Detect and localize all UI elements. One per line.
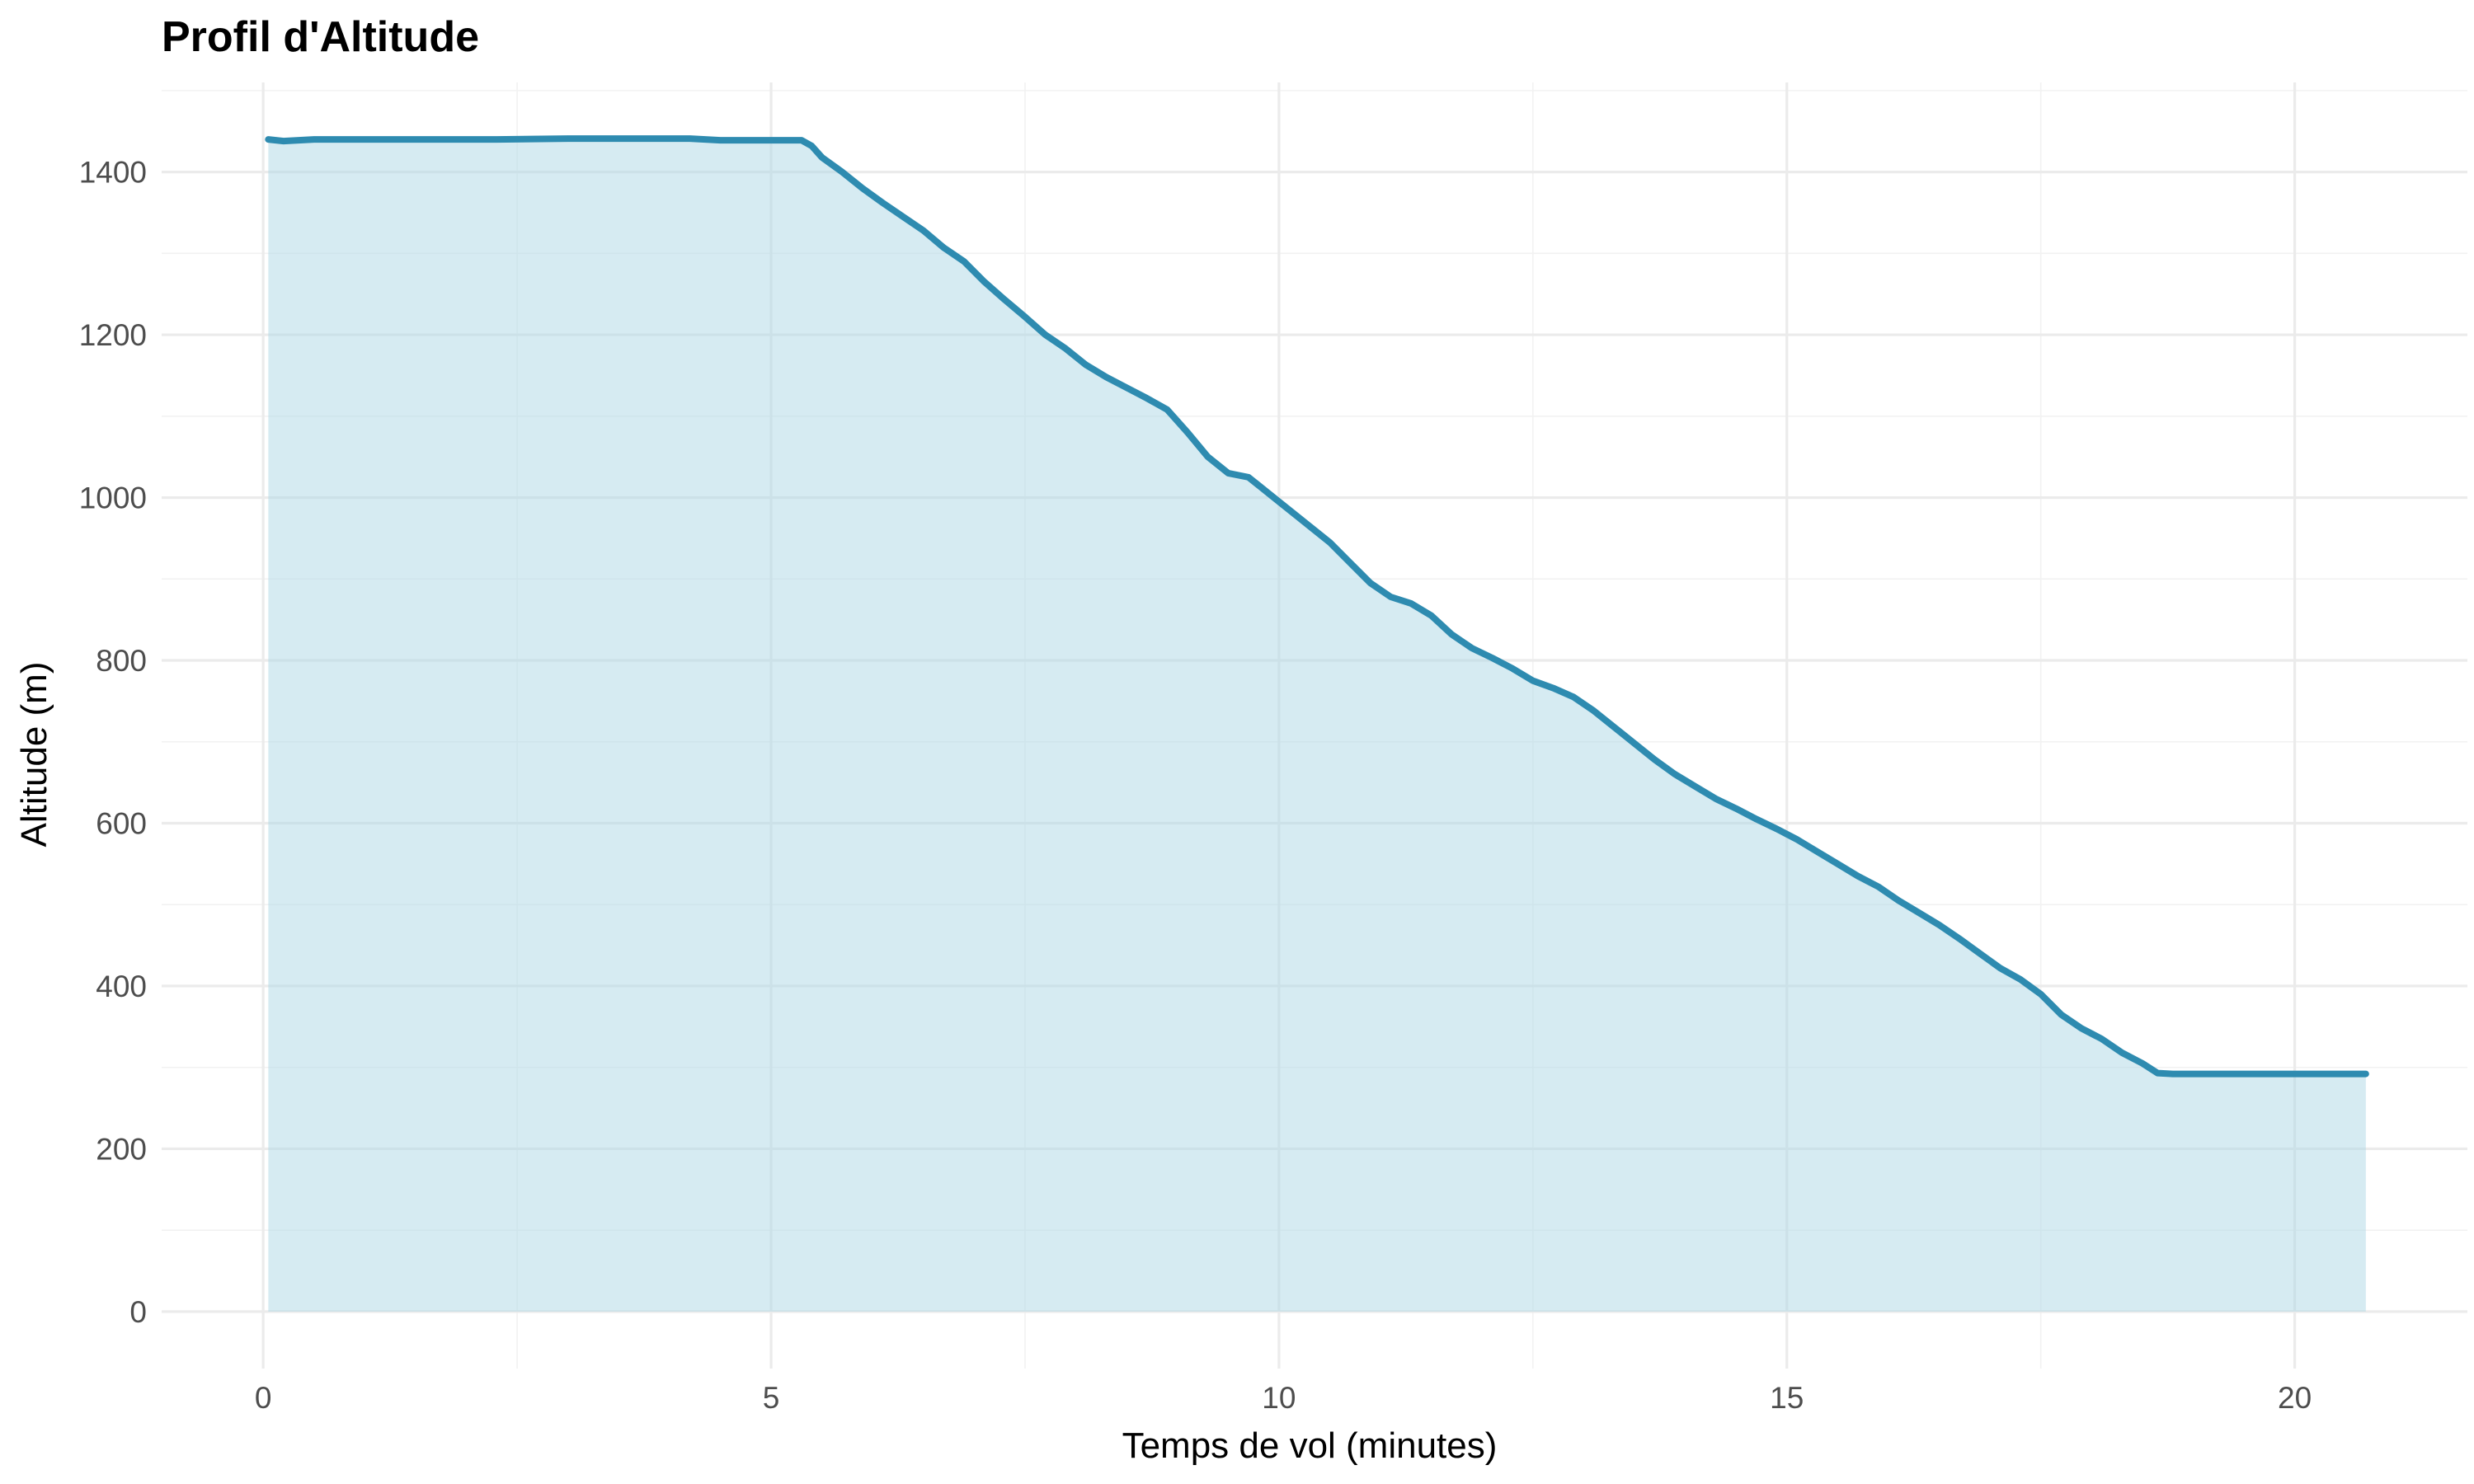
x-axis-tick-labels: 0 5 10 15 20 [255, 1381, 2312, 1415]
y-tick-label: 800 [96, 644, 147, 678]
y-tick-label: 1400 [79, 156, 147, 190]
x-tick-label: 10 [1262, 1381, 1296, 1415]
x-tick-label: 5 [763, 1381, 780, 1415]
y-tick-label: 1200 [79, 318, 147, 352]
x-tick-label: 0 [255, 1381, 272, 1415]
y-tick-label: 1000 [79, 481, 147, 515]
x-axis-title: Temps de vol (minutes) [1122, 1425, 1498, 1466]
altitude-line [265, 135, 2369, 1078]
y-tick-label: 600 [96, 806, 147, 840]
series-layer [265, 135, 2369, 1312]
y-tick-label: 0 [129, 1295, 147, 1329]
y-tick-label: 400 [96, 970, 147, 1003]
y-tick-label: 200 [96, 1132, 147, 1166]
x-tick-label: 15 [1770, 1381, 1804, 1415]
y-axis-title: Altitude (m) [14, 662, 54, 848]
altitude-area-fill [268, 139, 2366, 1312]
chart-title: Profil d'Altitude [162, 13, 479, 61]
y-axis-tick-labels: 0 200 400 600 800 1000 1200 1400 [79, 156, 147, 1329]
x-tick-label: 20 [2278, 1381, 2312, 1415]
